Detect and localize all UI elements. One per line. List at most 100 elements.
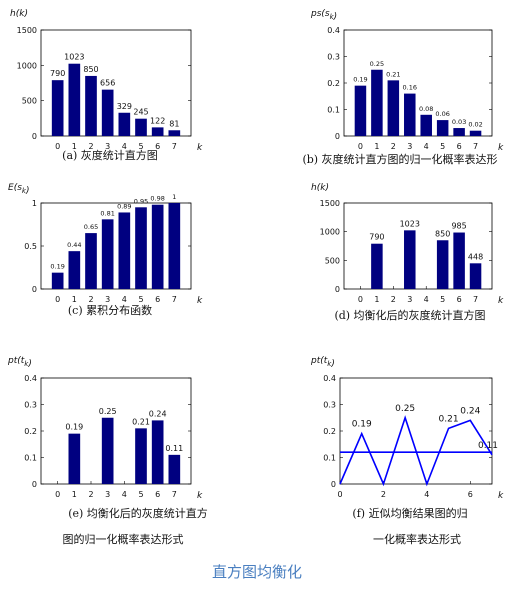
bar (371, 244, 383, 289)
y-tick-label: 0 (32, 285, 37, 294)
bar (169, 203, 181, 289)
caption-line2: 图的归一化概率表达形式 (63, 532, 184, 546)
bar (453, 128, 465, 136)
y-tick-label: 0.1 (323, 454, 336, 463)
data-label: 790 (369, 233, 384, 242)
bar (470, 263, 482, 289)
bar (371, 70, 383, 136)
y-tick-label: 1500 (17, 26, 37, 35)
bar (85, 233, 97, 289)
x-tick-label: 0 (337, 490, 342, 499)
bar (388, 80, 400, 136)
data-label: 0.11 (478, 441, 498, 451)
bar (119, 212, 131, 289)
x-tick-label: 2 (391, 295, 396, 304)
y-tick-label: 0 (32, 480, 37, 489)
data-label: 0.03 (452, 118, 466, 126)
bar (119, 113, 131, 136)
data-label: 245 (133, 108, 148, 117)
x-tick-label: 5 (138, 295, 143, 304)
y-axis-title: pt(tk) (310, 356, 335, 369)
bar (69, 251, 81, 289)
x-tick-label: 7 (172, 142, 177, 151)
x-tick-label: 5 (440, 142, 445, 151)
x-tick-label: 1 (374, 295, 379, 304)
data-label: 790 (50, 69, 65, 78)
data-label: 0.89 (117, 202, 131, 210)
data-label: 0.11 (165, 444, 183, 453)
x-tick-label: 4 (122, 295, 127, 304)
y-tick-label: 0.5 (24, 242, 37, 251)
y-tick-label: 0.2 (323, 427, 336, 436)
bar (453, 233, 465, 289)
x-tick-label: 1 (72, 490, 77, 499)
bar (404, 230, 416, 289)
bar (135, 207, 147, 289)
caption: (e) 均衡化后的灰度统计直方 (68, 506, 208, 520)
x-tick-label: 2 (88, 295, 93, 304)
bar (69, 64, 81, 136)
data-label: 0.19 (352, 420, 372, 430)
x-tick-label: 6 (468, 490, 473, 499)
caption-line2: 一化概率表达形式 (373, 532, 461, 546)
chart-a: 0 500 1000 1500 h(k) k 0 790 1 1023 2 850 3 656 4 329 5 2… (10, 9, 203, 162)
y-tick-label: 0 (331, 480, 336, 489)
bar (52, 80, 64, 136)
x-tick-label: 7 (473, 295, 478, 304)
bar (404, 94, 416, 136)
y-axis-title: h(k) (10, 9, 28, 19)
x-axis-title: k (197, 143, 203, 153)
bar (470, 131, 482, 136)
data-label: 448 (468, 252, 483, 261)
data-label: 985 (451, 222, 466, 231)
data-label: 0.24 (149, 409, 167, 418)
data-label: 656 (100, 79, 115, 88)
y-tick-label: 0.4 (24, 374, 37, 383)
y-axis-title: h(k) (311, 183, 329, 193)
x-tick-label: 0 (358, 142, 363, 151)
x-axis-title: k (498, 491, 504, 501)
bar (437, 240, 449, 289)
data-label: 0.98 (150, 195, 164, 203)
x-tick-label: 6 (457, 142, 462, 151)
x-axis-title: k (498, 143, 504, 153)
y-tick-label: 500 (325, 256, 340, 265)
x-tick-label: 6 (155, 490, 160, 499)
bar (135, 119, 147, 136)
x-tick-label: 1 (72, 295, 77, 304)
y-tick-label: 0.4 (327, 26, 340, 35)
y-tick-label: 0.3 (327, 53, 340, 62)
data-label: 0.02 (468, 121, 482, 129)
bar (102, 90, 114, 136)
x-tick-label: 4 (122, 490, 127, 499)
caption: (a) 灰度统计直方图 (62, 148, 158, 162)
bar (420, 115, 432, 136)
bar (152, 420, 164, 484)
y-tick-label: 0.3 (323, 401, 336, 410)
chart-b: 0 0.1 0.2 0.3 0.4 ps(sk) k 0 0.19 1 0.25 2 0.21 3 0.16… (302, 9, 504, 166)
x-tick-label: 7 (172, 490, 177, 499)
y-tick-label: 0.2 (24, 427, 37, 436)
x-tick-label: 3 (407, 142, 412, 151)
data-label: 81 (169, 119, 179, 128)
bar (437, 120, 449, 136)
x-tick-label: 6 (457, 295, 462, 304)
data-label: 0.16 (403, 84, 417, 92)
bar (152, 127, 164, 136)
x-tick-label: 6 (155, 295, 160, 304)
y-axis-title: ps(sk) (310, 9, 337, 22)
data-label: 0.65 (84, 223, 98, 231)
y-axis-title: pt(tk) (7, 356, 32, 369)
y-tick-label: 500 (22, 97, 37, 106)
chart-f: 0 0.1 0.2 0.3 0.4 pt(tk) k 0 2 4 6 0.19 0.25 0.210.24… (310, 356, 504, 546)
data-label: 122 (150, 116, 165, 125)
bar (52, 273, 64, 289)
bar (85, 76, 97, 136)
x-tick-label: 4 (424, 142, 429, 151)
y-tick-label: 0.3 (24, 401, 37, 410)
data-label: 0.06 (435, 110, 449, 118)
chart-d: 050010001500h(k)k0 17902 310234 58506985744… (311, 183, 504, 322)
data-label: 1023 (64, 53, 84, 62)
page-title: 直方图均衡化 (0, 561, 514, 582)
x-tick-label: 0 (55, 490, 60, 499)
